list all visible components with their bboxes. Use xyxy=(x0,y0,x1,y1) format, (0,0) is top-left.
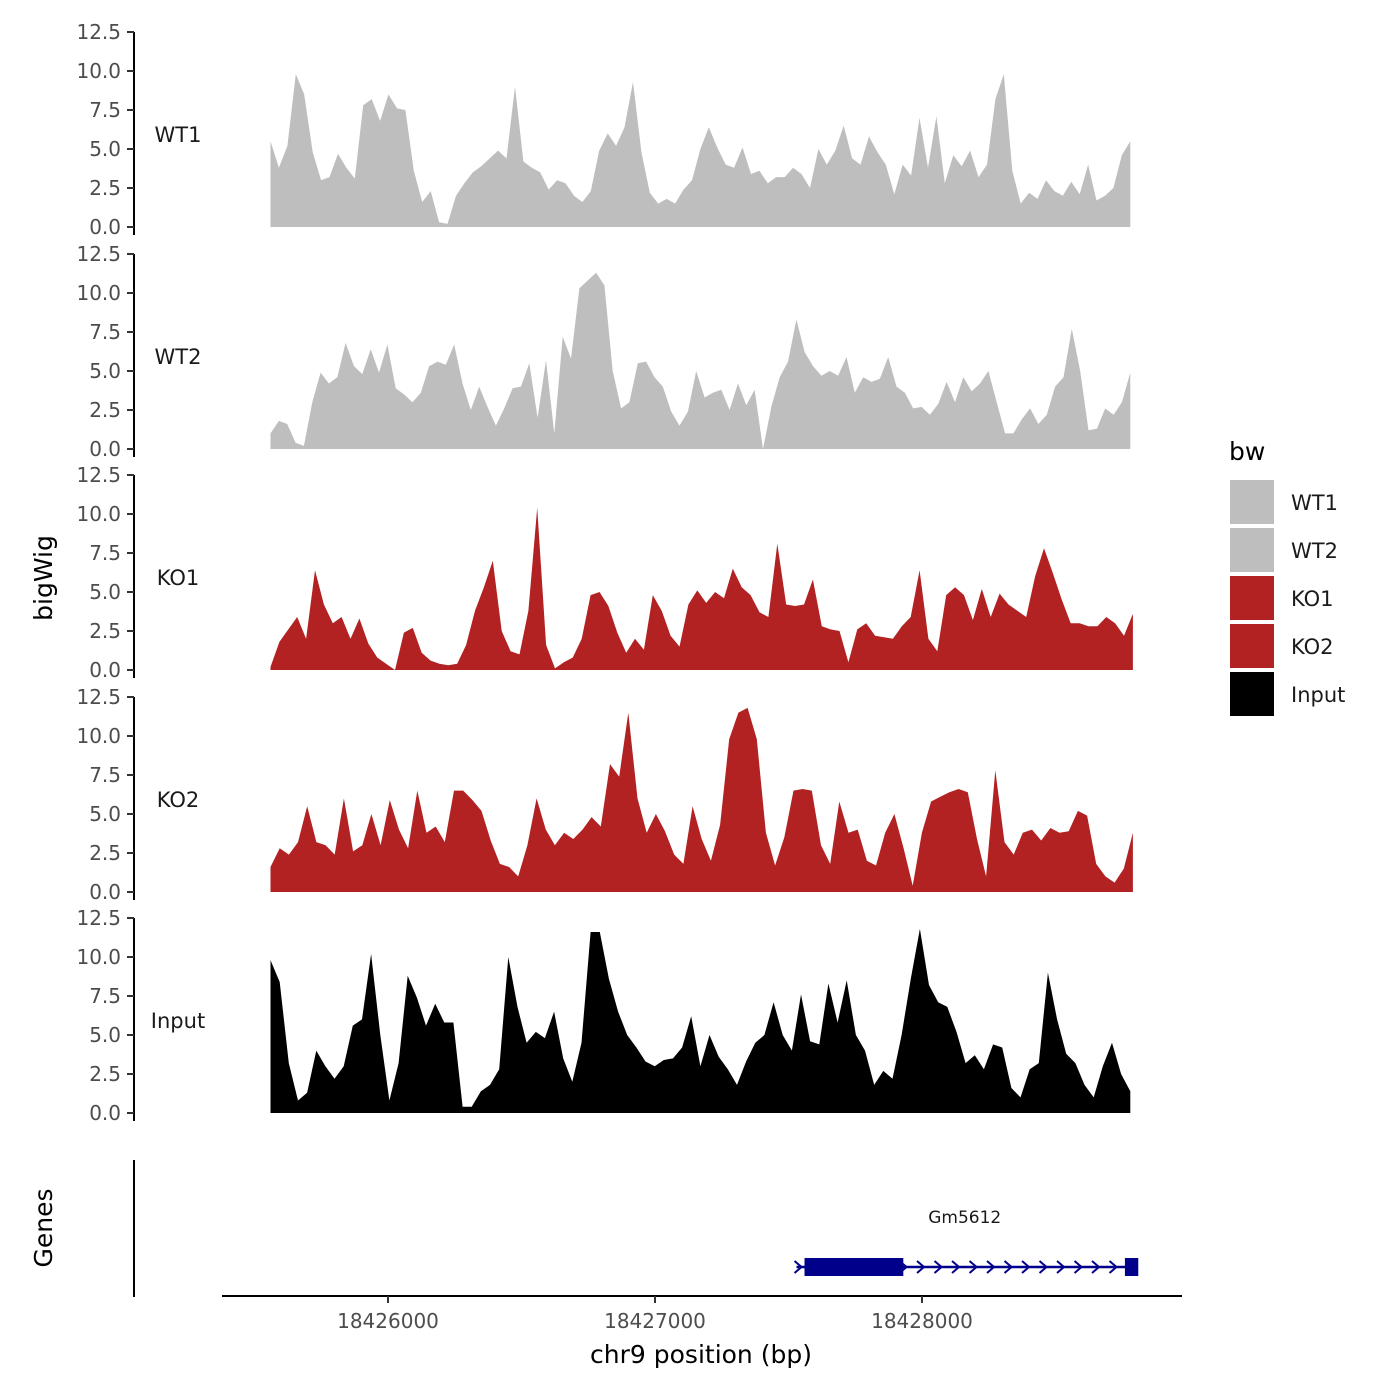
y-axis-ko2: 0.0 2.5 5.0 7.5 10.0 12.5 xyxy=(76,685,135,904)
legend-key-input xyxy=(1230,672,1274,716)
legend: bw WT1 WT2 KO1 KO2 Input xyxy=(1229,437,1345,716)
y-tick-label: 7.5 xyxy=(89,763,121,787)
y-tick-label: 0.0 xyxy=(89,437,121,461)
legend-key-ko1 xyxy=(1230,576,1274,620)
y-tick-label: 10.0 xyxy=(76,945,121,969)
x-axis: 18426000 18427000 18428000 xyxy=(222,1295,1182,1333)
gene-label: Gm5612 xyxy=(928,1208,1001,1228)
strand-arrow xyxy=(933,1260,944,1274)
track-ko2: KO2 xyxy=(157,707,1133,892)
y-tick-label: 7.5 xyxy=(89,984,121,1008)
x-tick-label: 18426000 xyxy=(337,1309,439,1333)
y-tick-label: 10.0 xyxy=(76,724,121,748)
legend-key-ko2 xyxy=(1230,624,1274,668)
y-axis-title: bigWig xyxy=(29,535,58,621)
legend-label-wt1: WT1 xyxy=(1291,491,1338,515)
area-input xyxy=(270,928,1131,1113)
strand-arrow xyxy=(916,1260,926,1274)
strand-arrow xyxy=(1038,1260,1049,1274)
area-ko2 xyxy=(270,707,1133,892)
legend-key-wt1 xyxy=(1230,480,1274,524)
gene-exon xyxy=(804,1258,904,1276)
legend-label-wt2: WT2 xyxy=(1291,539,1338,563)
gene-exon xyxy=(1124,1258,1139,1276)
area-ko1 xyxy=(270,507,1133,670)
y-tick-label: 12.5 xyxy=(76,463,121,487)
track-label-wt1: WT1 xyxy=(155,123,202,147)
strand-arrow xyxy=(951,1260,961,1274)
y-tick-label: 5.0 xyxy=(89,359,121,383)
y-tick-label: 2.5 xyxy=(89,619,121,643)
y-tick-label: 2.5 xyxy=(89,841,121,865)
legend-title: bw xyxy=(1229,437,1265,466)
y-tick-label: 12.5 xyxy=(76,242,121,266)
y-tick-label: 0.0 xyxy=(89,1101,121,1125)
y-axis-input: 0.0 2.5 5.0 7.5 10.0 12.5 xyxy=(76,906,135,1125)
track-input: Input xyxy=(151,928,1131,1113)
strand-arrow xyxy=(1091,1260,1101,1274)
x-axis-title: chr9 position (bp) xyxy=(590,1340,812,1369)
legend-label-ko2: KO2 xyxy=(1291,635,1334,659)
y-tick-label: 5.0 xyxy=(89,580,121,604)
x-tick-label: 18428000 xyxy=(871,1309,973,1333)
y-axis-ko1: 0.0 2.5 5.0 7.5 10.0 12.5 xyxy=(76,463,135,682)
y-tick-label: 2.5 xyxy=(89,1062,121,1086)
strand-arrow xyxy=(793,1260,804,1274)
strand-arrow xyxy=(1073,1260,1084,1274)
y-tick-label: 5.0 xyxy=(89,137,121,161)
genes-panel: Genes Gm5612 xyxy=(29,1160,1139,1297)
x-tick-label: 18427000 xyxy=(604,1309,706,1333)
y-tick-label: 5.0 xyxy=(89,802,121,826)
y-tick-label: 12.5 xyxy=(76,906,121,930)
track-label-ko1: KO1 xyxy=(157,566,200,590)
area-wt1 xyxy=(270,74,1131,227)
area-wt2 xyxy=(270,272,1131,449)
strand-arrow xyxy=(1003,1260,1014,1274)
strand-arrow xyxy=(968,1260,979,1274)
track-label-input: Input xyxy=(151,1009,205,1033)
y-tick-label: 10.0 xyxy=(76,59,121,83)
strand-arrow xyxy=(986,1260,996,1274)
track-label-ko2: KO2 xyxy=(157,788,200,812)
y-tick-label: 0.0 xyxy=(89,880,121,904)
y-tick-label: 7.5 xyxy=(89,98,121,122)
gene-gm5612: Gm5612 xyxy=(793,1208,1139,1276)
y-axis-wt1: 0.0 2.5 5.0 7.5 10.0 12.5 xyxy=(76,20,135,239)
y-tick-label: 0.0 xyxy=(89,658,121,682)
y-tick-label: 12.5 xyxy=(76,20,121,44)
y-tick-label: 7.5 xyxy=(89,541,121,565)
track-label-wt2: WT2 xyxy=(155,345,202,369)
y-tick-label: 2.5 xyxy=(89,176,121,200)
y-tick-label: 12.5 xyxy=(76,685,121,709)
y-tick-label: 0.0 xyxy=(89,215,121,239)
strand-arrow xyxy=(1056,1260,1066,1274)
y-tick-label: 7.5 xyxy=(89,320,121,344)
strand-arrow xyxy=(1021,1260,1031,1274)
y-tick-label: 10.0 xyxy=(76,281,121,305)
gene-models: Gm5612 xyxy=(793,1208,1139,1276)
strand-arrow xyxy=(1108,1260,1119,1274)
legend-label-ko1: KO1 xyxy=(1291,587,1334,611)
y-tick-label: 10.0 xyxy=(76,502,121,526)
track-wt2: WT2 xyxy=(155,272,1131,449)
track-ko1: KO1 xyxy=(157,507,1133,670)
y-axes: 0.02.55.07.510.012.50.02.55.07.510.012.5… xyxy=(76,20,135,1125)
y-tick-label: 2.5 xyxy=(89,398,121,422)
signal-tracks: WT1 WT2 KO1 KO2 Input xyxy=(151,74,1133,1113)
legend-label-input: Input xyxy=(1291,683,1345,707)
genes-panel-label: Genes xyxy=(29,1188,58,1267)
track-wt1: WT1 xyxy=(155,74,1131,227)
y-tick-label: 5.0 xyxy=(89,1023,121,1047)
legend-key-wt2 xyxy=(1230,528,1274,572)
y-axis-wt2: 0.0 2.5 5.0 7.5 10.0 12.5 xyxy=(76,242,135,461)
